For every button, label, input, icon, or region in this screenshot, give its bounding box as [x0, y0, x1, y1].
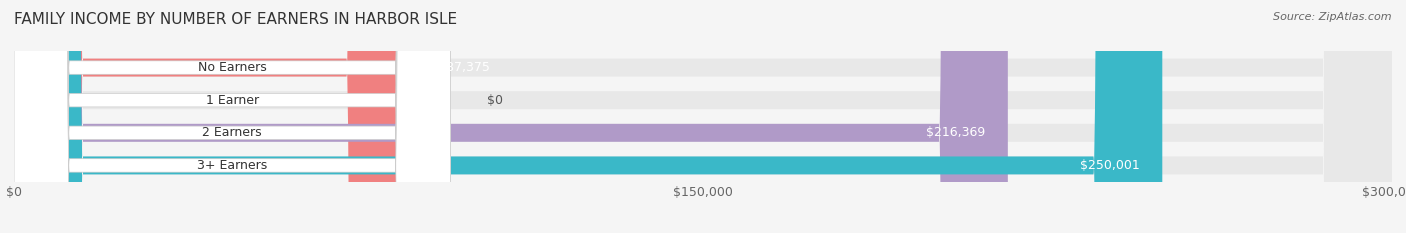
FancyBboxPatch shape: [14, 0, 1392, 233]
Text: $87,375: $87,375: [439, 61, 491, 74]
FancyBboxPatch shape: [14, 0, 1008, 233]
FancyBboxPatch shape: [14, 0, 450, 233]
FancyBboxPatch shape: [14, 0, 415, 233]
FancyBboxPatch shape: [14, 0, 1392, 233]
Text: FAMILY INCOME BY NUMBER OF EARNERS IN HARBOR ISLE: FAMILY INCOME BY NUMBER OF EARNERS IN HA…: [14, 12, 457, 27]
FancyBboxPatch shape: [14, 0, 450, 233]
FancyBboxPatch shape: [14, 0, 1163, 233]
Text: 2 Earners: 2 Earners: [202, 126, 262, 139]
FancyBboxPatch shape: [14, 0, 450, 233]
FancyBboxPatch shape: [14, 0, 450, 233]
Text: $0: $0: [486, 94, 503, 107]
Text: $250,001: $250,001: [1080, 159, 1139, 172]
Text: $216,369: $216,369: [925, 126, 984, 139]
Text: 3+ Earners: 3+ Earners: [197, 159, 267, 172]
FancyBboxPatch shape: [14, 0, 1392, 233]
FancyBboxPatch shape: [14, 0, 1392, 233]
Text: No Earners: No Earners: [198, 61, 267, 74]
Text: 1 Earner: 1 Earner: [205, 94, 259, 107]
Text: Source: ZipAtlas.com: Source: ZipAtlas.com: [1274, 12, 1392, 22]
